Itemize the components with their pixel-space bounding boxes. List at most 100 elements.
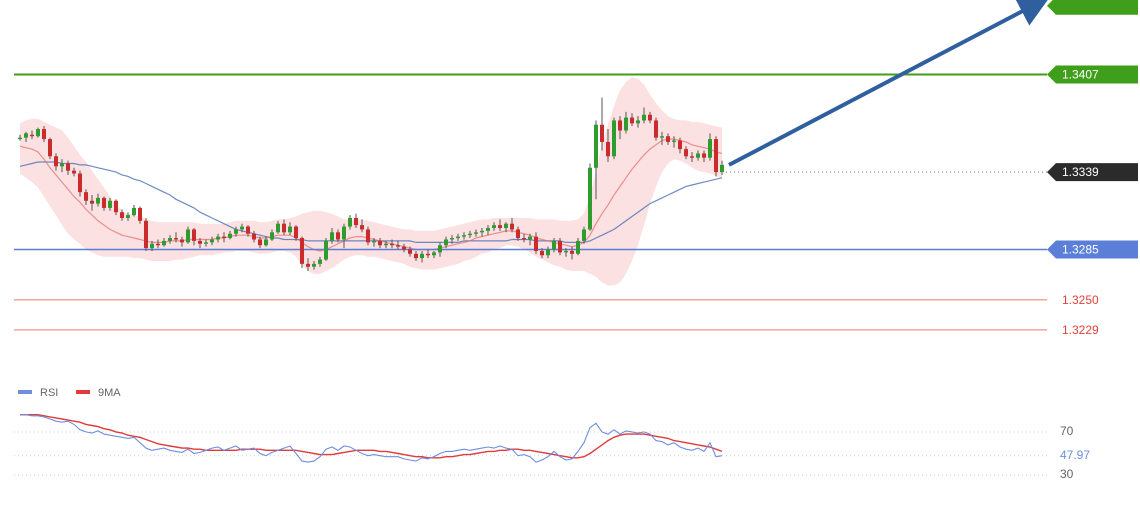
candle-body — [282, 223, 286, 233]
candle-body — [228, 233, 232, 239]
candle-body — [132, 207, 136, 216]
candle-body — [510, 223, 514, 230]
candle-body — [474, 232, 478, 234]
candle-body — [204, 242, 208, 244]
candle-body — [102, 197, 106, 208]
candle-body — [468, 233, 472, 236]
candle-body — [162, 240, 166, 246]
candle-body — [276, 223, 280, 233]
candle-body — [486, 228, 490, 231]
candle-body — [384, 243, 388, 246]
candle-body — [666, 136, 670, 142]
candle-body — [444, 239, 448, 246]
candle-body — [126, 215, 130, 218]
support-badge: 1.3285 — [1047, 240, 1138, 259]
candle-body — [300, 238, 304, 264]
candle-body — [564, 250, 568, 253]
candle-body — [660, 136, 664, 138]
candle-body — [540, 250, 544, 256]
candle-body — [492, 225, 496, 229]
candle-body — [672, 140, 676, 142]
candle-body — [558, 240, 562, 253]
candle-body — [192, 229, 196, 241]
current-badge: 1.3339 — [1047, 163, 1138, 182]
upper-badge — [1047, 0, 1138, 15]
candle-body — [72, 170, 76, 174]
candle-body — [642, 114, 646, 121]
candle-body — [270, 232, 274, 240]
candle-body — [630, 117, 634, 124]
rsi-legend-label: RSI — [40, 387, 58, 399]
candle-body — [450, 238, 454, 240]
candle-body — [186, 229, 190, 243]
candle-body — [60, 163, 64, 167]
candle-body — [318, 259, 322, 264]
candle-body — [624, 117, 628, 131]
candle-body — [576, 240, 580, 254]
candle-body — [420, 253, 424, 259]
candle-body — [168, 238, 172, 241]
candle-body — [96, 197, 100, 204]
candle-body — [528, 236, 532, 240]
candle-body — [654, 120, 658, 138]
candle-body — [516, 229, 520, 239]
candle-body — [648, 114, 652, 121]
current-price-badge-background — [1047, 163, 1138, 182]
rsi-legend-swatch — [18, 390, 32, 394]
candle-body — [36, 129, 40, 137]
candle-body — [312, 263, 316, 267]
forecast-arrow — [728, 0, 1051, 167]
candle-body — [702, 153, 706, 158]
target-price-label-2: 1.3229 — [1062, 323, 1099, 337]
candle-body — [372, 240, 376, 243]
candle-body — [294, 226, 298, 239]
candle-body — [114, 200, 118, 213]
candle-body — [402, 246, 406, 250]
candle-body — [366, 229, 370, 243]
candle-body — [390, 243, 394, 246]
candle-body — [288, 226, 292, 233]
resistance-badge-background — [1047, 65, 1138, 84]
bollinger-band — [20, 77, 722, 286]
candle-body — [378, 240, 382, 246]
candle-body — [456, 236, 460, 239]
resistance-price-label: 1.3407 — [1062, 68, 1099, 82]
candle-body — [480, 230, 484, 233]
candle-body — [222, 236, 226, 239]
candle-body — [360, 225, 364, 230]
candle-body — [570, 250, 574, 254]
support-badge-background — [1047, 240, 1138, 259]
candle-body — [684, 149, 688, 157]
moving-average-fast-line — [19, 138, 723, 252]
target-price-label-1: 1.3250 — [1062, 293, 1099, 307]
candle-body — [330, 232, 334, 241]
candlesticks — [18, 97, 724, 272]
rsi-upper-label: 70 — [1060, 424, 1074, 438]
candle-body — [534, 236, 538, 251]
candle-body — [714, 139, 718, 173]
candle-body — [66, 163, 70, 171]
candle-body — [606, 141, 610, 157]
candle-body — [618, 120, 622, 131]
candle-body — [90, 200, 94, 204]
candle-body — [78, 173, 82, 193]
candle-body — [246, 226, 250, 234]
candle-body — [210, 239, 214, 243]
candle-body — [498, 225, 502, 229]
candle-body — [54, 156, 58, 167]
candle-body — [336, 232, 340, 240]
candle-body — [150, 243, 154, 249]
ma-legend-swatch — [76, 390, 90, 394]
candle-body — [264, 239, 268, 246]
upper-price-badge — [1047, 0, 1138, 15]
candle-body — [588, 167, 592, 230]
moving-average-slow-line — [19, 161, 723, 243]
candle-body — [144, 220, 148, 249]
rsi-lower-label: 30 — [1060, 467, 1074, 481]
candle-body — [324, 240, 328, 260]
candle-body — [258, 239, 262, 246]
rsi-panel: 70 47.97 30 RSI 9MA — [14, 387, 1090, 481]
candle-body — [174, 238, 178, 240]
candle-body — [552, 240, 556, 250]
candle-body — [252, 233, 256, 240]
